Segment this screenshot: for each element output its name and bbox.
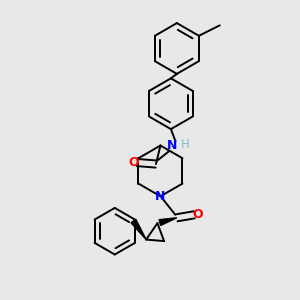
- Text: N: N: [167, 139, 178, 152]
- Text: O: O: [193, 208, 203, 221]
- Polygon shape: [131, 219, 146, 240]
- Text: H: H: [181, 137, 189, 151]
- Text: N: N: [155, 190, 166, 203]
- Polygon shape: [159, 218, 177, 225]
- Text: O: O: [128, 156, 139, 169]
